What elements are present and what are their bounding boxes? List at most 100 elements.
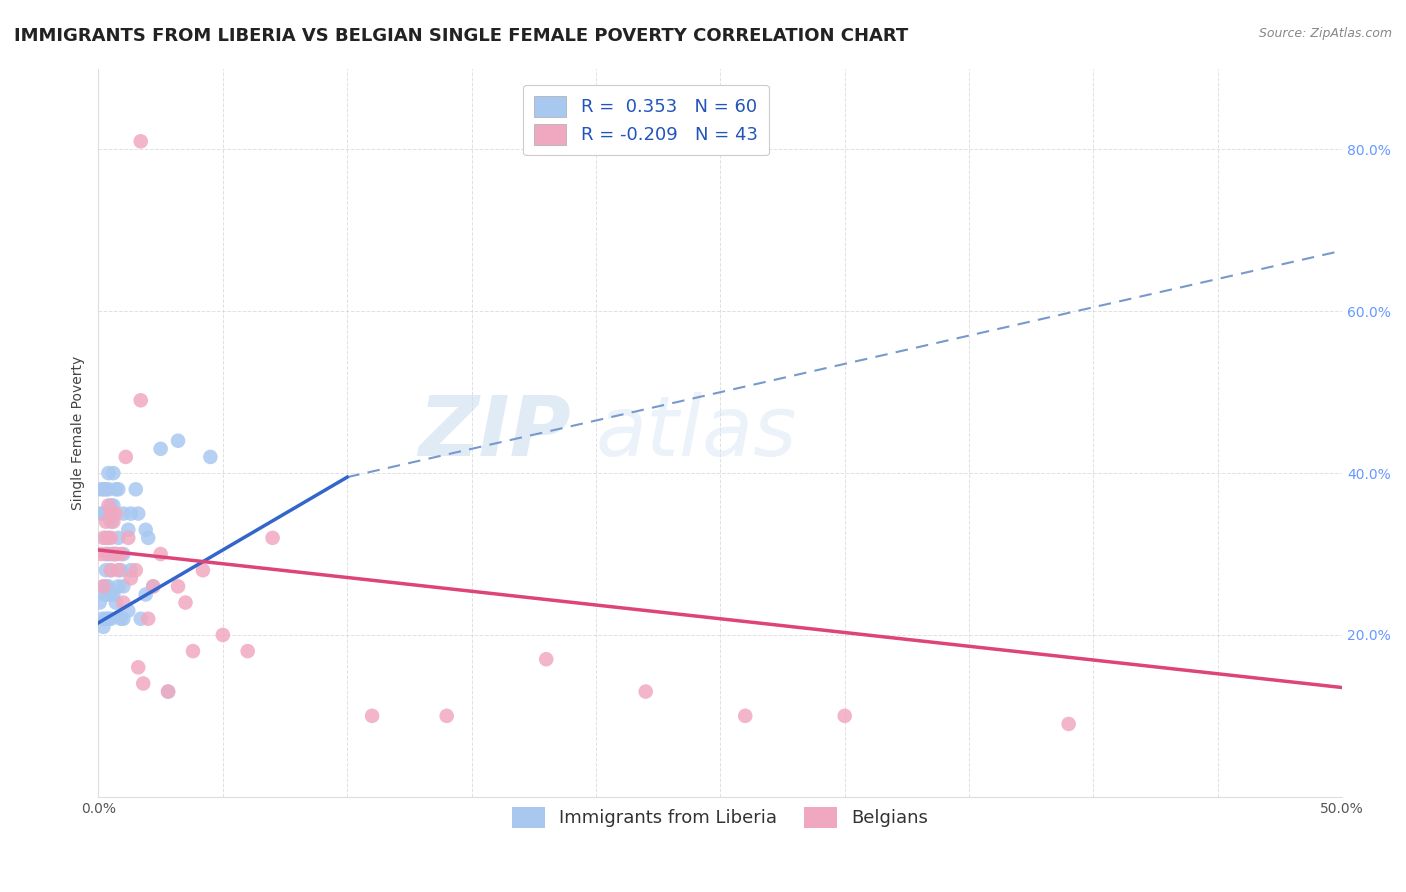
- Point: [97, 483, 120, 497]
- Point: [97, 547, 120, 561]
- Point: [97, 466, 120, 480]
- Point: [93, 483, 115, 497]
- Point: [89, 596, 111, 610]
- Point: [136, 612, 159, 626]
- Point: [211, 628, 233, 642]
- Point: [135, 523, 157, 537]
- Point: [103, 515, 125, 529]
- Point: [112, 507, 135, 521]
- Point: [107, 579, 129, 593]
- Point: [117, 604, 139, 618]
- Point: [104, 483, 127, 497]
- Point: [834, 709, 856, 723]
- Point: [100, 507, 122, 521]
- Point: [114, 450, 136, 464]
- Point: [100, 587, 122, 601]
- Point: [94, 547, 117, 561]
- Point: [103, 466, 125, 480]
- Point: [90, 547, 112, 561]
- Point: [100, 499, 122, 513]
- Point: [157, 684, 180, 698]
- Point: [94, 515, 117, 529]
- Text: IMMIGRANTS FROM LIBERIA VS BELGIAN SINGLE FEMALE POVERTY CORRELATION CHART: IMMIGRANTS FROM LIBERIA VS BELGIAN SINGL…: [14, 27, 908, 45]
- Point: [94, 579, 117, 593]
- Point: [120, 571, 142, 585]
- Point: [112, 612, 135, 626]
- Point: [157, 684, 180, 698]
- Point: [100, 515, 122, 529]
- Point: [120, 563, 142, 577]
- Point: [103, 587, 125, 601]
- Point: [100, 563, 122, 577]
- Point: [534, 652, 557, 666]
- Point: [129, 134, 152, 148]
- Point: [93, 620, 115, 634]
- Point: [104, 507, 127, 521]
- Point: [96, 587, 118, 601]
- Point: [236, 644, 259, 658]
- Point: [97, 499, 120, 513]
- Point: [96, 547, 118, 561]
- Point: [107, 531, 129, 545]
- Point: [149, 442, 172, 456]
- Point: [104, 596, 127, 610]
- Point: [93, 531, 115, 545]
- Point: [107, 563, 129, 577]
- Text: Source: ZipAtlas.com: Source: ZipAtlas.com: [1258, 27, 1392, 40]
- Point: [93, 579, 115, 593]
- Point: [94, 531, 117, 545]
- Point: [361, 709, 384, 723]
- Point: [167, 434, 190, 448]
- Point: [174, 596, 197, 610]
- Point: [97, 531, 120, 545]
- Point: [100, 531, 122, 545]
- Point: [200, 450, 222, 464]
- Point: [125, 483, 148, 497]
- Point: [110, 547, 132, 561]
- Point: [120, 507, 142, 521]
- Point: [97, 579, 120, 593]
- Point: [93, 579, 115, 593]
- Point: [149, 547, 172, 561]
- Point: [97, 612, 120, 626]
- Point: [97, 507, 120, 521]
- Point: [127, 507, 149, 521]
- Point: [93, 587, 115, 601]
- Point: [100, 612, 122, 626]
- Point: [127, 660, 149, 674]
- Point: [90, 483, 112, 497]
- Point: [94, 507, 117, 521]
- Point: [104, 547, 127, 561]
- Point: [103, 547, 125, 561]
- Point: [94, 563, 117, 577]
- Point: [142, 579, 165, 593]
- Point: [110, 563, 132, 577]
- Point: [167, 579, 190, 593]
- Point: [117, 531, 139, 545]
- Point: [94, 612, 117, 626]
- Point: [142, 579, 165, 593]
- Point: [135, 587, 157, 601]
- Point: [112, 579, 135, 593]
- Y-axis label: Single Female Poverty: Single Female Poverty: [72, 356, 86, 509]
- Point: [103, 547, 125, 561]
- Point: [103, 499, 125, 513]
- Point: [110, 612, 132, 626]
- Point: [191, 563, 214, 577]
- Point: [125, 563, 148, 577]
- Point: [262, 531, 284, 545]
- Point: [436, 709, 458, 723]
- Point: [112, 596, 135, 610]
- Point: [112, 547, 135, 561]
- Legend: Immigrants from Liberia, Belgians: Immigrants from Liberia, Belgians: [505, 800, 935, 835]
- Point: [104, 547, 127, 561]
- Point: [129, 393, 152, 408]
- Point: [181, 644, 204, 658]
- Text: ZIP: ZIP: [419, 392, 571, 473]
- Point: [634, 684, 657, 698]
- Text: atlas: atlas: [596, 392, 797, 473]
- Point: [129, 612, 152, 626]
- Point: [93, 507, 115, 521]
- Point: [90, 507, 112, 521]
- Point: [94, 483, 117, 497]
